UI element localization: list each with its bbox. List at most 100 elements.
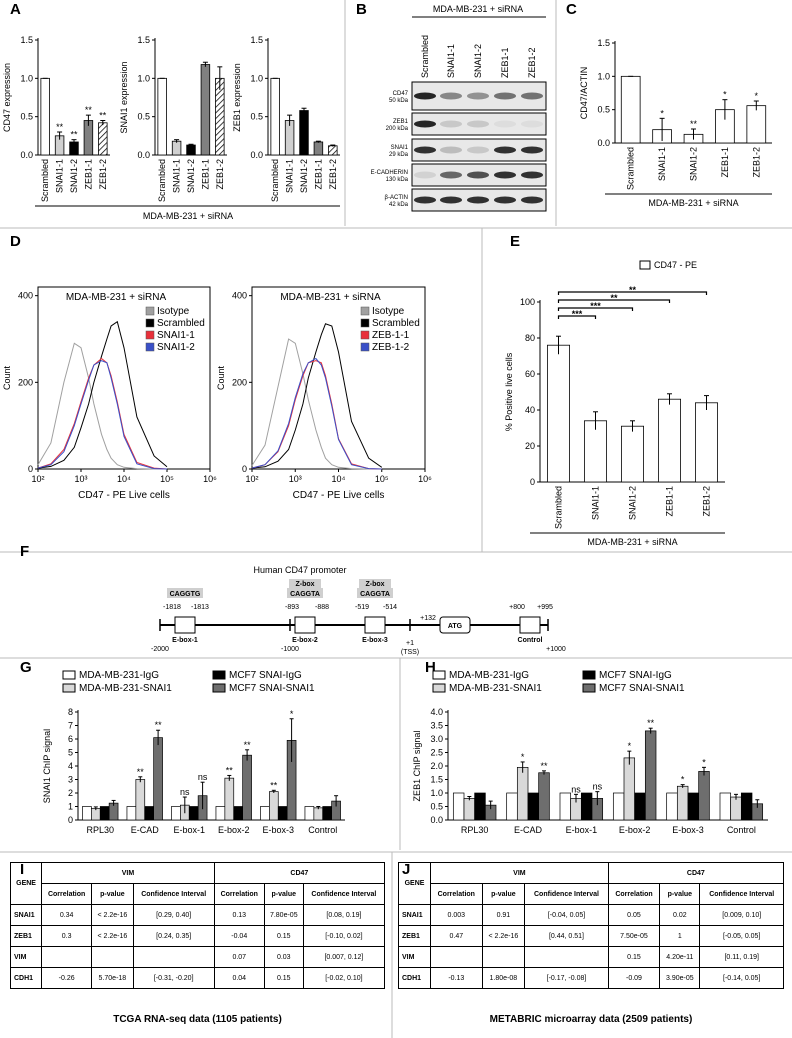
blot-band: [494, 92, 516, 100]
x-axis-label: MDA-MB-231 + siRNA: [143, 211, 233, 221]
legend-swatch: [145, 318, 155, 328]
x-tick-label: ZEB1-1: [313, 159, 323, 190]
table-cell: 0.03: [263, 946, 304, 968]
bar: [740, 792, 753, 821]
table-cell: 0.15: [263, 967, 304, 989]
x-tick-label: 10⁴: [117, 474, 131, 484]
table-cell: [-0.14, 0.05]: [699, 967, 784, 989]
bar: [658, 398, 682, 483]
table-cell: [524, 946, 609, 968]
table-header: GENE: [9, 862, 43, 905]
header-row: GENE VIM CD47: [9, 862, 386, 905]
legend-label: MDA-MB-231-SNAI1: [449, 683, 542, 694]
table-cell: 0.15: [263, 925, 304, 947]
site-start: -893: [285, 604, 299, 611]
blot-band: [440, 92, 462, 100]
significance-label: **: [244, 740, 252, 750]
site-name: E-box-2: [292, 637, 318, 644]
y-tick-label: 0.5: [137, 112, 150, 122]
x-axis-label: CD47 - PE Live cells: [293, 490, 385, 501]
table-cell: [-0.04, 0.05]: [524, 904, 609, 926]
x-tick-label: 10³: [289, 474, 302, 484]
blot-band: [494, 196, 516, 204]
legend-swatch: [432, 670, 446, 680]
table-cell: [0.24, 0.35]: [132, 925, 215, 947]
x-tick-label: E-box-2: [619, 825, 651, 835]
y-tick-label: 400: [18, 291, 33, 301]
blot-strip: [411, 112, 547, 136]
legend-swatch: [360, 342, 370, 352]
table-cell: 0.91: [481, 904, 526, 926]
table-cell: 0.13: [213, 904, 265, 926]
site-box: [364, 616, 386, 634]
table-cell: ZEB1: [397, 925, 432, 947]
bar: [135, 779, 146, 821]
y-tick-label: 1: [68, 802, 73, 812]
table-subheader: p-value: [659, 883, 701, 905]
bar: [313, 807, 324, 821]
significance-label: **: [70, 130, 78, 140]
site-name: Control: [518, 637, 543, 644]
bar: [612, 792, 625, 821]
protein-label: ZEB1: [393, 119, 409, 125]
blot-band: [467, 196, 489, 204]
y-tick-label: 0: [530, 477, 535, 487]
bar: [90, 808, 101, 821]
site-box: [294, 616, 316, 634]
legend-swatch: [212, 670, 226, 680]
lane-label: ZEB1-2: [527, 47, 537, 78]
significance-label: *: [755, 91, 759, 101]
bar: [304, 806, 315, 821]
x-tick-label: SNAI1-2: [299, 159, 309, 193]
y-tick-label: 0.0: [20, 150, 33, 160]
y-tick-label: 1.0: [137, 73, 150, 83]
legend-label: MCF7 SNAI-SNAI1: [599, 683, 685, 694]
x-tick-label: Control: [308, 825, 337, 835]
bar: [82, 806, 92, 821]
x-tick-label: ZEB1-2: [98, 159, 108, 190]
panel-letter: B: [356, 1, 367, 18]
table-cell: [0.29, 0.40]: [132, 904, 215, 926]
x-tick-label: 10⁵: [160, 474, 174, 484]
table-row: ZEB1 0.3 < 2.2e-16 [0.24, 0.35] -0.04 0.15 [-0…: [9, 925, 386, 947]
histogram-line: [251, 357, 382, 470]
table-header: VIM: [430, 862, 609, 884]
panel-letter: G: [20, 659, 32, 676]
y-tick-label: 200: [232, 377, 247, 387]
table-cell: [-0.17, -0.08]: [524, 967, 609, 989]
bar: [157, 77, 167, 156]
site-name: E-box-3: [362, 637, 388, 644]
bar: [452, 792, 465, 821]
y-tick-label: 4: [68, 761, 73, 771]
x-tick-label: SNAI1-2: [628, 486, 638, 520]
header-row: GENE VIM CD47: [397, 862, 785, 905]
legend-swatch: [145, 342, 155, 352]
bar: [270, 77, 280, 156]
table-cell: -0.09: [607, 967, 661, 989]
comparison-bracket: [557, 315, 597, 319]
position-label: -1000: [281, 646, 299, 653]
significance-label: **: [137, 767, 145, 777]
site-box: [519, 616, 541, 634]
atg-position: +132: [420, 615, 436, 622]
x-tick-label: Scrambled: [157, 159, 167, 202]
y-axis-label: % Positive live cells: [504, 352, 514, 431]
legend-label: ZEB-1-1: [372, 330, 410, 341]
y-tick-label: 0.0: [597, 138, 610, 148]
legend-swatch: [360, 330, 370, 340]
bar: [144, 806, 154, 821]
table-cell: SNAI1: [9, 904, 43, 926]
x-tick-label: E-box-2: [218, 825, 250, 835]
table-subheader: Correlation: [607, 883, 661, 905]
bar: [171, 140, 182, 156]
y-tick-label: 3: [68, 775, 73, 785]
blot-band: [467, 120, 489, 128]
site-start: -1818: [163, 604, 181, 611]
bar: [328, 145, 338, 156]
x-tick-label: ZEB1-2: [751, 147, 761, 178]
table-cell: [0.44, 0.51]: [524, 925, 609, 947]
bar: [666, 792, 678, 821]
panel-letter: D: [10, 233, 21, 250]
x-tick-label: E-box-1: [566, 825, 598, 835]
legend-label: MDA-MB-231-SNAI1: [79, 683, 172, 694]
